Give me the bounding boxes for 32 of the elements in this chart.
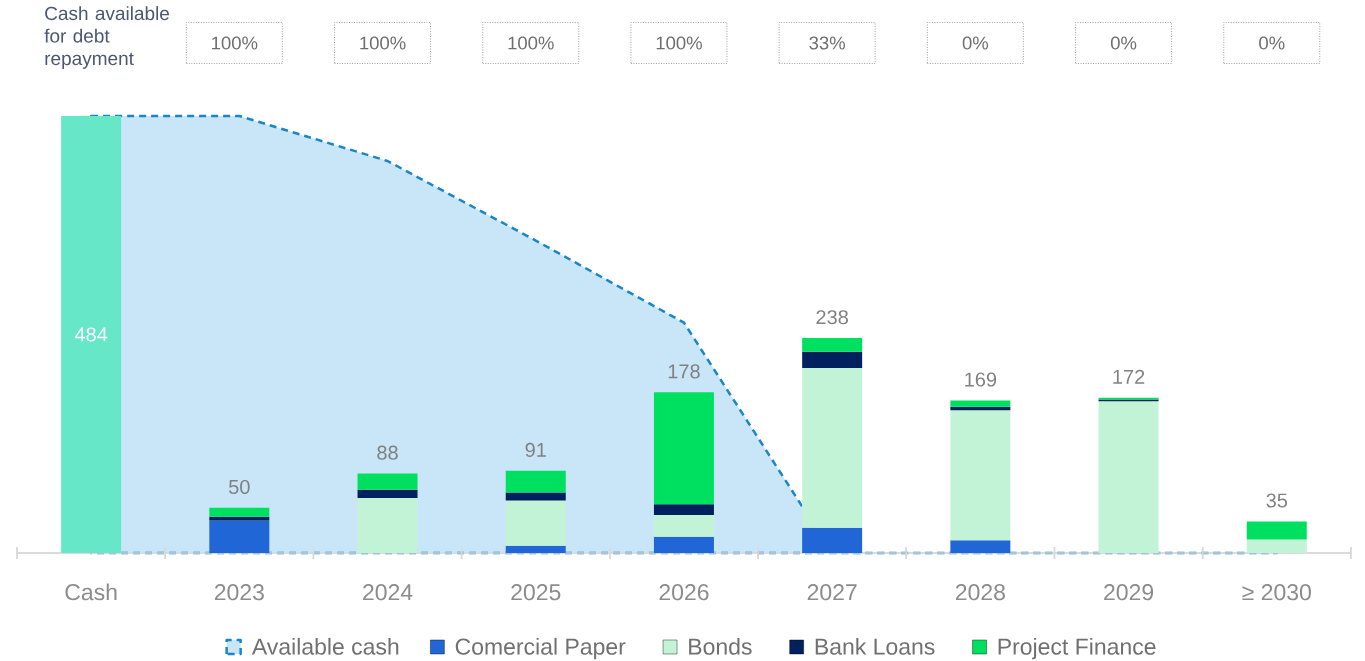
x-tick-label: 2026 <box>659 584 709 601</box>
total-label: 172 <box>1113 369 1145 384</box>
text: 33% <box>809 36 846 50</box>
x-tick-label: ≥ 2030 <box>1242 584 1311 601</box>
x-tick-label: 2027 <box>807 584 857 601</box>
text: 0% <box>1259 36 1285 50</box>
text: 100% <box>212 36 258 50</box>
legend-label: Available cash <box>251 637 399 655</box>
x-tick-label: 2023 <box>214 584 264 601</box>
x-tick-label: 2024 <box>363 584 413 601</box>
total-label: 88 <box>377 445 398 460</box>
data-label: 484 <box>74 327 108 342</box>
text: 0% <box>1110 36 1137 50</box>
total-label: 35 <box>1266 493 1288 508</box>
total-label: 238 <box>816 310 848 325</box>
total-label: 178 <box>668 364 700 379</box>
total-label: 91 <box>525 442 546 458</box>
text: 100% <box>360 36 406 50</box>
legend-label: Bonds <box>689 637 752 655</box>
text: 100% <box>656 36 702 50</box>
legend-label: Comercial Paper <box>455 637 626 660</box>
x-tick-label: Cash <box>65 583 117 601</box>
x-tick-label: 2029 <box>1104 584 1154 601</box>
legend-label: Project Finance <box>998 637 1156 660</box>
total-label: 50 <box>229 479 250 495</box>
legend-label: Bank Loans <box>815 637 935 655</box>
text: Cash available for debt repayment <box>44 6 170 69</box>
x-tick-label: 2028 <box>955 584 1005 601</box>
text: 0% <box>962 36 989 50</box>
text: 100% <box>508 36 554 50</box>
x-tick-label: 2025 <box>511 584 561 601</box>
total-label: 169 <box>965 372 997 387</box>
